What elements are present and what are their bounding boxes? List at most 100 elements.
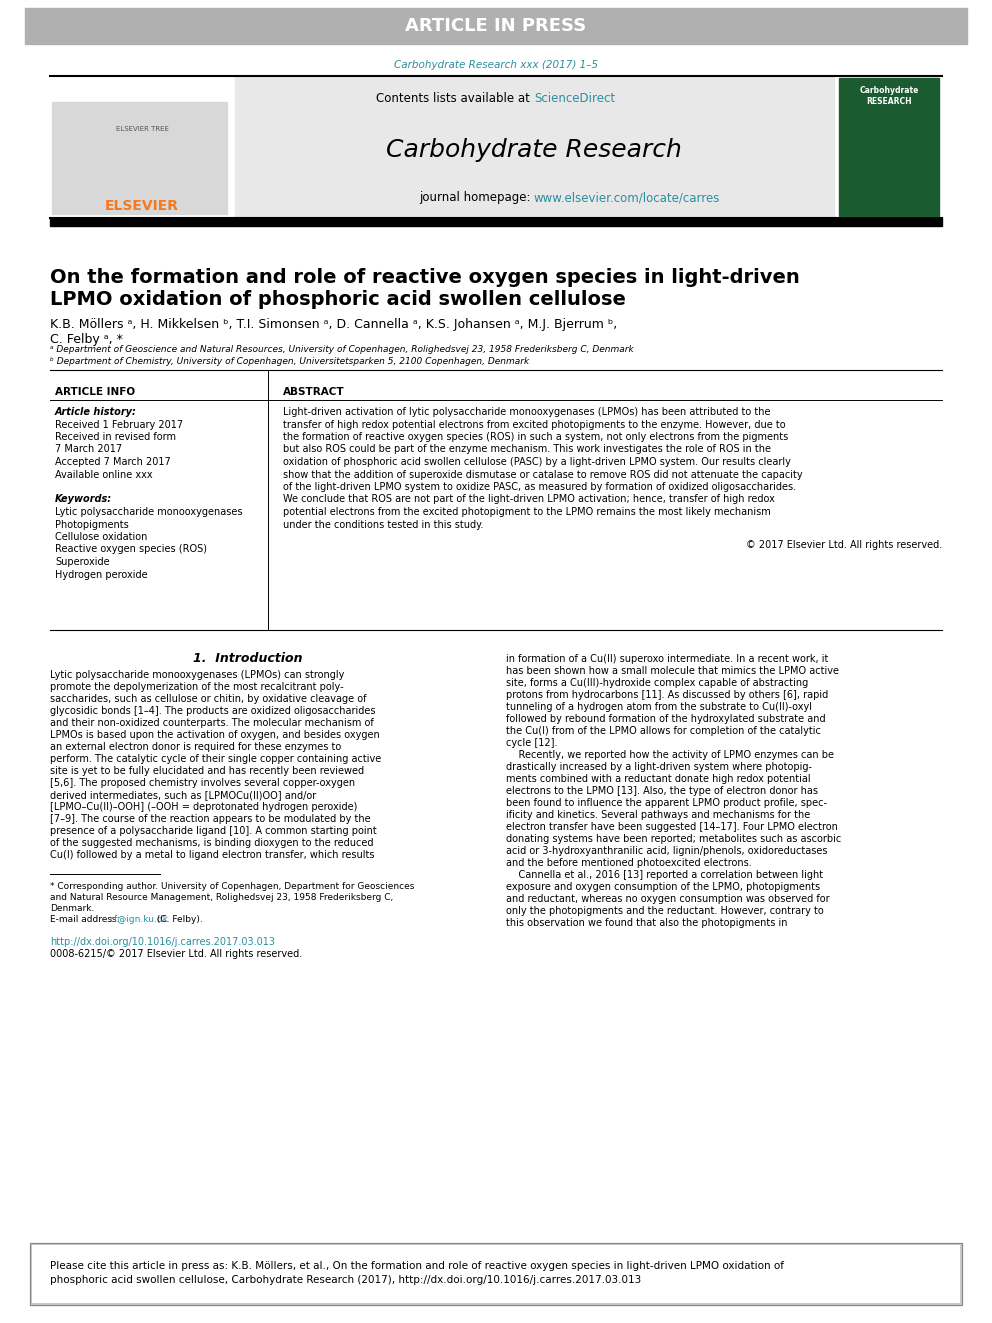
- Text: electron transfer have been suggested [14–17]. Four LPMO electron: electron transfer have been suggested [1…: [506, 822, 838, 832]
- Text: and their non-oxidized counterparts. The molecular mechanism of: and their non-oxidized counterparts. The…: [50, 718, 374, 728]
- Text: cycle [12].: cycle [12].: [506, 738, 558, 747]
- Text: ELSEVIER: ELSEVIER: [105, 198, 179, 213]
- Bar: [25, 8, 967, 44]
- Text: * Corresponding author. University of Copenhagen, Department for Geosciences: * Corresponding author. University of Co…: [50, 882, 415, 890]
- Text: under the conditions tested in this study.: under the conditions tested in this stud…: [283, 520, 483, 529]
- Bar: [50, 218, 942, 226]
- Text: transfer of high redox potential electrons from excited photopigments to the enz: transfer of high redox potential electro…: [283, 419, 786, 430]
- Bar: [52, 102, 227, 214]
- Text: (C. Felby).: (C. Felby).: [154, 916, 202, 923]
- Text: [7–9]. The course of the reaction appears to be modulated by the: [7–9]. The course of the reaction appear…: [50, 814, 371, 824]
- Text: LPMO oxidation of phosphoric acid swollen cellulose: LPMO oxidation of phosphoric acid swolle…: [50, 290, 626, 310]
- Bar: [30, 1244, 962, 1304]
- Text: Accepted 7 March 2017: Accepted 7 March 2017: [55, 456, 171, 467]
- Text: and the before mentioned photoexcited electrons.: and the before mentioned photoexcited el…: [506, 859, 752, 868]
- Text: but also ROS could be part of the enzyme mechanism. This work investigates the r: but also ROS could be part of the enzyme…: [283, 445, 771, 455]
- Text: ScienceDirect: ScienceDirect: [534, 91, 615, 105]
- Text: Superoxide: Superoxide: [55, 557, 110, 568]
- Text: drastically increased by a light-driven system where photopig-: drastically increased by a light-driven …: [506, 762, 812, 773]
- Text: Keywords:: Keywords:: [55, 495, 112, 504]
- Text: the formation of reactive oxygen species (ROS) in such a system, not only electr: the formation of reactive oxygen species…: [283, 433, 789, 442]
- Text: phosphoric acid swollen cellulose, Carbohydrate Research (2017), http://dx.doi.o: phosphoric acid swollen cellulose, Carbo…: [50, 1275, 641, 1285]
- Text: Reactive oxygen species (ROS): Reactive oxygen species (ROS): [55, 545, 207, 554]
- Text: Carbohydrate Research xxx (2017) 1–5: Carbohydrate Research xxx (2017) 1–5: [394, 60, 598, 70]
- Bar: [50, 75, 235, 218]
- Text: ARTICLE IN PRESS: ARTICLE IN PRESS: [406, 17, 586, 34]
- Text: Available online xxx: Available online xxx: [55, 470, 153, 479]
- Text: C. Felby ᵃ, *: C. Felby ᵃ, *: [50, 333, 123, 347]
- Text: ᵃ Department of Geoscience and Natural Resources, University of Copenhagen, Roli: ᵃ Department of Geoscience and Natural R…: [50, 345, 634, 355]
- Text: ificity and kinetics. Several pathways and mechanisms for the: ificity and kinetics. Several pathways a…: [506, 810, 810, 820]
- Text: www.elsevier.com/locate/carres: www.elsevier.com/locate/carres: [534, 192, 720, 205]
- Text: Article history:: Article history:: [55, 407, 137, 417]
- Text: donating systems have been reported; metabolites such as ascorbic: donating systems have been reported; met…: [506, 833, 841, 844]
- Text: ABSTRACT: ABSTRACT: [283, 388, 344, 397]
- Text: Please cite this article in press as: K.B. Möllers, et al., On the formation and: Please cite this article in press as: K.…: [50, 1261, 784, 1271]
- Bar: [235, 75, 834, 218]
- Text: Received 1 February 2017: Received 1 February 2017: [55, 419, 184, 430]
- Text: followed by rebound formation of the hydroxylated substrate and: followed by rebound formation of the hyd…: [506, 714, 825, 724]
- Text: saccharides, such as cellulose or chitin, by oxidative cleavage of: saccharides, such as cellulose or chitin…: [50, 695, 366, 704]
- Text: this observation we found that also the photopigments in: this observation we found that also the …: [506, 918, 788, 927]
- Text: On the formation and role of reactive oxygen species in light-driven: On the formation and role of reactive ox…: [50, 269, 800, 287]
- Bar: [32, 1245, 960, 1303]
- Bar: [836, 75, 942, 218]
- Text: Received in revised form: Received in revised form: [55, 433, 176, 442]
- Text: Cu(I) followed by a metal to ligand electron transfer, which results: Cu(I) followed by a metal to ligand elec…: [50, 849, 375, 860]
- Text: ARTICLE INFO: ARTICLE INFO: [55, 388, 135, 397]
- Text: and Natural Resource Management, Rolighedsvej 23, 1958 Frederiksberg C,: and Natural Resource Management, Rolighe…: [50, 893, 393, 902]
- Text: been found to influence the apparent LPMO product profile, spec-: been found to influence the apparent LPM…: [506, 798, 827, 808]
- Text: Lytic polysaccharide monooxygenases: Lytic polysaccharide monooxygenases: [55, 507, 242, 517]
- Text: Carbohydrate Research: Carbohydrate Research: [386, 138, 682, 161]
- Text: 7 March 2017: 7 March 2017: [55, 445, 122, 455]
- Text: tunneling of a hydrogen atom from the substrate to Cu(II)-oxyl: tunneling of a hydrogen atom from the su…: [506, 703, 812, 712]
- Text: cf@ign.ku.dk: cf@ign.ku.dk: [109, 916, 168, 923]
- Text: has been shown how a small molecule that mimics the LPMO active: has been shown how a small molecule that…: [506, 665, 839, 676]
- Text: [LPMO–Cu(II)–OOH] (–OOH = deprotonated hydrogen peroxide): [LPMO–Cu(II)–OOH] (–OOH = deprotonated h…: [50, 802, 357, 812]
- Text: Photopigments: Photopigments: [55, 520, 129, 529]
- Text: potential electrons from the excited photopigment to the LPMO remains the most l: potential electrons from the excited pho…: [283, 507, 771, 517]
- Text: derived intermediates, such as [LPMOCu(II)OO] and/or: derived intermediates, such as [LPMOCu(I…: [50, 790, 316, 800]
- Text: Cannella et al., 2016 [13] reported a correlation between light: Cannella et al., 2016 [13] reported a co…: [506, 871, 823, 880]
- Text: Lytic polysaccharide monooxygenases (LPMOs) can strongly: Lytic polysaccharide monooxygenases (LPM…: [50, 669, 344, 680]
- Text: [5,6]. The proposed chemistry involves several copper-oxygen: [5,6]. The proposed chemistry involves s…: [50, 778, 355, 789]
- Text: E-mail address:: E-mail address:: [50, 916, 122, 923]
- Text: ᵇ Department of Chemistry, University of Copenhagen, Universitetsparken 5, 2100 : ᵇ Department of Chemistry, University of…: [50, 357, 530, 366]
- Text: an external electron donor is required for these enzymes to: an external electron donor is required f…: [50, 742, 341, 751]
- Text: ments combined with a reductant donate high redox potential: ments combined with a reductant donate h…: [506, 774, 810, 785]
- Text: acid or 3-hydroxyanthranilic acid, lignin/phenols, oxidoreductases: acid or 3-hydroxyanthranilic acid, ligni…: [506, 845, 827, 856]
- Text: Contents lists available at: Contents lists available at: [376, 91, 534, 105]
- Text: Hydrogen peroxide: Hydrogen peroxide: [55, 569, 148, 579]
- Text: K.B. Möllers ᵃ, H. Mikkelsen ᵇ, T.I. Simonsen ᵃ, D. Cannella ᵃ, K.S. Johansen ᵃ,: K.B. Möllers ᵃ, H. Mikkelsen ᵇ, T.I. Sim…: [50, 318, 617, 331]
- Text: ELSEVIER TREE: ELSEVIER TREE: [115, 126, 169, 132]
- Text: in formation of a Cu(II) superoxo intermediate. In a recent work, it: in formation of a Cu(II) superoxo interm…: [506, 654, 828, 664]
- Text: 1.  Introduction: 1. Introduction: [193, 652, 303, 665]
- Text: Light-driven activation of lytic polysaccharide monooxygenases (LPMOs) has been : Light-driven activation of lytic polysac…: [283, 407, 771, 417]
- Text: 0008-6215/© 2017 Elsevier Ltd. All rights reserved.: 0008-6215/© 2017 Elsevier Ltd. All right…: [50, 949, 303, 959]
- Text: electrons to the LPMO [13]. Also, the type of electron donor has: electrons to the LPMO [13]. Also, the ty…: [506, 786, 818, 796]
- Text: presence of a polysaccharide ligand [10]. A common starting point: presence of a polysaccharide ligand [10]…: [50, 826, 377, 836]
- Text: and reductant, whereas no oxygen consumption was observed for: and reductant, whereas no oxygen consump…: [506, 894, 829, 904]
- Text: site is yet to be fully elucidated and has recently been reviewed: site is yet to be fully elucidated and h…: [50, 766, 364, 777]
- Text: site, forms a Cu(III)-hydroxide complex capable of abstracting: site, forms a Cu(III)-hydroxide complex …: [506, 677, 808, 688]
- Text: promote the depolymerization of the most recalcitrant poly-: promote the depolymerization of the most…: [50, 681, 343, 692]
- Text: Recently, we reported how the activity of LPMO enzymes can be: Recently, we reported how the activity o…: [506, 750, 834, 759]
- Text: oxidation of phosphoric acid swollen cellulose (PASC) by a light-driven LPMO sys: oxidation of phosphoric acid swollen cel…: [283, 456, 791, 467]
- Text: Denmark.: Denmark.: [50, 904, 94, 913]
- Text: LPMOs is based upon the activation of oxygen, and besides oxygen: LPMOs is based upon the activation of ox…: [50, 730, 380, 740]
- Text: http://dx.doi.org/10.1016/j.carres.2017.03.013: http://dx.doi.org/10.1016/j.carres.2017.…: [50, 937, 275, 947]
- Text: Carbohydrate
RESEARCH: Carbohydrate RESEARCH: [859, 86, 919, 106]
- Text: of the light-driven LPMO system to oxidize PASC, as measured by formation of oxi: of the light-driven LPMO system to oxidi…: [283, 482, 797, 492]
- Text: glycosidic bonds [1–4]. The products are oxidized oligosaccharides: glycosidic bonds [1–4]. The products are…: [50, 706, 376, 716]
- Text: We conclude that ROS are not part of the light-driven LPMO activation; hence, tr: We conclude that ROS are not part of the…: [283, 495, 775, 504]
- Text: the Cu(I) from of the LPMO allows for completion of the catalytic: the Cu(I) from of the LPMO allows for co…: [506, 726, 820, 736]
- Text: © 2017 Elsevier Ltd. All rights reserved.: © 2017 Elsevier Ltd. All rights reserved…: [746, 540, 942, 550]
- Text: of the suggested mechanisms, is binding dioxygen to the reduced: of the suggested mechanisms, is binding …: [50, 837, 374, 848]
- Text: perform. The catalytic cycle of their single copper containing active: perform. The catalytic cycle of their si…: [50, 754, 381, 763]
- Text: protons from hydrocarbons [11]. As discussed by others [6], rapid: protons from hydrocarbons [11]. As discu…: [506, 691, 828, 700]
- Text: exposure and oxygen consumption of the LPMO, photopigments: exposure and oxygen consumption of the L…: [506, 882, 820, 892]
- Bar: [839, 78, 939, 216]
- Text: show that the addition of superoxide dismutase or catalase to remove ROS did not: show that the addition of superoxide dis…: [283, 470, 803, 479]
- Bar: [30, 1244, 962, 1304]
- Text: Cellulose oxidation: Cellulose oxidation: [55, 532, 148, 542]
